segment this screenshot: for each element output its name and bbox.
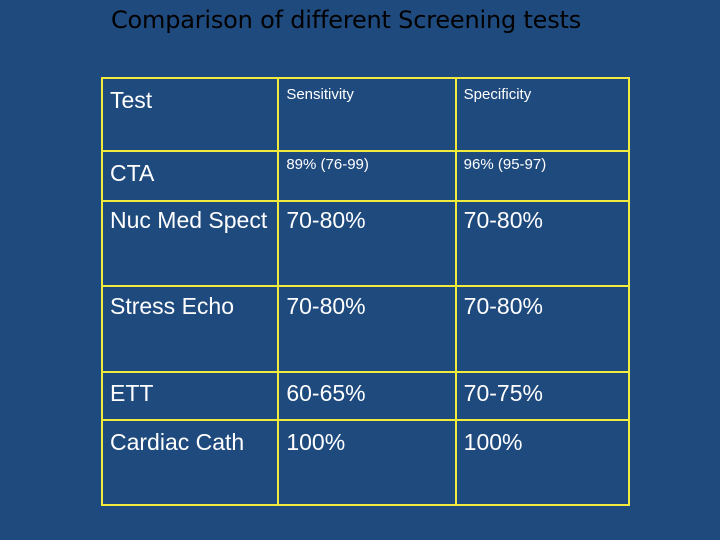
row-specificity: 70-80% (454, 285, 631, 373)
comparison-table: Test Sensitivity Specificity CTA 89% (76… (100, 77, 631, 506)
table-header-row: Test Sensitivity Specificity (100, 77, 631, 152)
sensitivity-value: 70-80% (286, 293, 366, 319)
row-test-name: Nuc Med Spect (100, 200, 280, 287)
sensitivity-value: 60-65% (286, 380, 366, 406)
table-row: Stress Echo 70-80% 70-80% (100, 285, 631, 373)
row-sensitivity: 60-65% (277, 371, 457, 421)
specificity-value: 100% (463, 429, 523, 455)
row-specificity: 100% (454, 419, 631, 506)
sensitivity-value: 70-80% (286, 207, 366, 233)
sensitivity-value: 100% (286, 429, 346, 455)
row-sensitivity: 100% (277, 419, 457, 506)
table-row: ETT 60-65% 70-75% (100, 371, 631, 421)
table-row: Cardiac Cath 100% 100% (100, 419, 631, 506)
header-cell-test: Test (100, 77, 280, 152)
row-sensitivity: 70-80% (277, 285, 457, 373)
header-label-sensitivity: Sensitivity (286, 86, 354, 103)
row-sensitivity: 89% (76-99) (277, 150, 457, 202)
header-label-specificity: Specificity (463, 86, 532, 103)
row-test-name: CTA (100, 150, 280, 202)
table-row: CTA 89% (76-99) 96% (95-97) (100, 150, 631, 202)
row-test-name: Stress Echo (100, 285, 280, 373)
row-specificity: 70-80% (454, 200, 631, 287)
specificity-value: 70-80% (463, 207, 543, 233)
test-name: Cardiac Cath (110, 429, 245, 455)
slide-title: Comparison of different Screening tests (110, 6, 582, 34)
header-cell-sensitivity: Sensitivity (277, 77, 457, 152)
test-name: Nuc Med Spect (110, 207, 268, 233)
row-sensitivity: 70-80% (277, 200, 457, 287)
row-specificity: 70-75% (454, 371, 631, 421)
row-test-name: Cardiac Cath (100, 419, 280, 506)
test-name: ETT (110, 380, 154, 406)
table-row: Nuc Med Spect 70-80% 70-80% (100, 200, 631, 287)
specificity-value: 96% (95-97) (463, 156, 547, 173)
row-test-name: ETT (100, 371, 280, 421)
row-specificity: 96% (95-97) (454, 150, 631, 202)
specificity-value: 70-80% (463, 293, 543, 319)
header-label-test: Test (110, 87, 153, 113)
sensitivity-value: 89% (76-99) (286, 156, 369, 173)
header-cell-specificity: Specificity (454, 77, 631, 152)
test-name: Stress Echo (110, 293, 234, 319)
specificity-value: 70-75% (463, 380, 543, 406)
test-name: CTA (110, 160, 155, 186)
